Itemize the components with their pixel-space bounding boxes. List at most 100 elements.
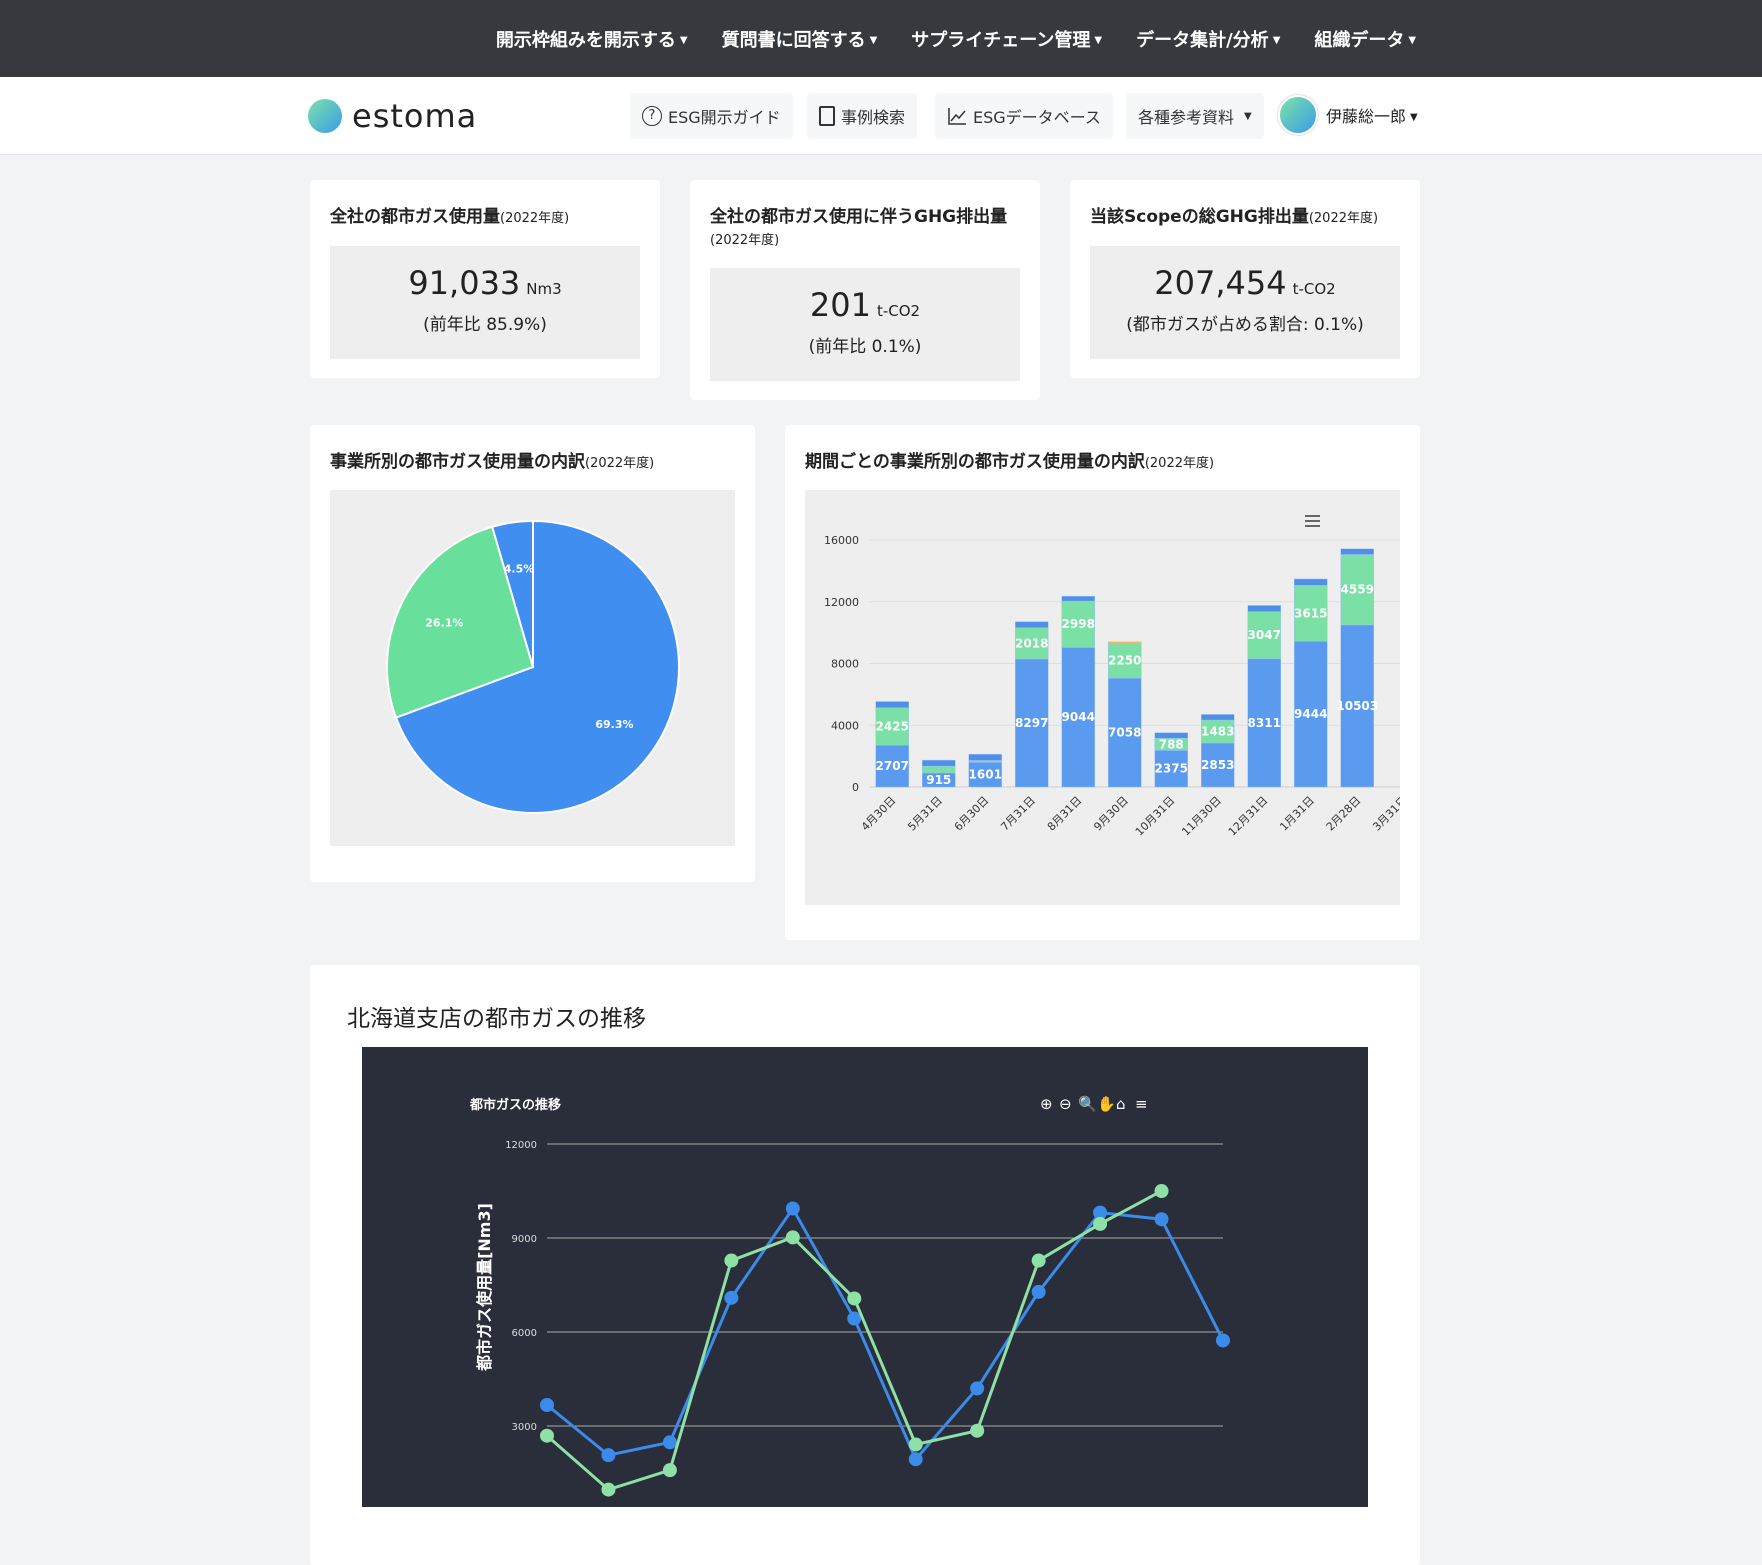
bar-segment	[1294, 585, 1328, 642]
kpi-card-scope-ghg: 当該Scopeの総GHG排出量(2022年度) 207,454 t-CO2 (都市ガ…	[1070, 180, 1420, 378]
avatar[interactable]	[1278, 95, 1318, 135]
zoom-in-icon[interactable]: ⊕	[1040, 1095, 1053, 1113]
bar-data-label: 9044	[1062, 710, 1095, 724]
data-point	[601, 1482, 616, 1497]
y-tick-label: 12000	[505, 1140, 537, 1151]
caret-down-icon: ▼	[1272, 35, 1281, 46]
caret-down-icon: ▼	[1408, 35, 1417, 46]
data-point	[1031, 1253, 1046, 1268]
bar-data-label: 4559	[1341, 583, 1374, 597]
data-point	[847, 1291, 862, 1306]
home-icon[interactable]: ⌂	[1116, 1095, 1126, 1113]
bar-data-label: 8311	[1248, 716, 1281, 730]
nav-organization-data[interactable]: 組織データ ▼	[1314, 29, 1417, 51]
reference-materials-dropdown[interactable]: 各種参考資料 ▼	[1126, 93, 1264, 139]
bar-segment	[922, 765, 956, 774]
bar-data-label: 915	[926, 773, 951, 787]
bar-segment	[1154, 750, 1188, 788]
y-tick-label: 3000	[512, 1422, 537, 1433]
x-tick-label: 4月30日	[859, 794, 899, 834]
bar-data-label: 10503	[1336, 699, 1378, 713]
line-chart-icon	[948, 108, 966, 125]
x-tick-label: 6月30日	[952, 794, 992, 834]
case-search-button[interactable]: 事例検索	[807, 93, 918, 139]
logo[interactable]: estoma	[308, 97, 477, 135]
pie-chart-card: 事業所別の都市ガス使用量の内訳(2022年度) 69.3% 26.1% 4.5%	[310, 425, 755, 882]
magnifier-icon[interactable]: 🔍	[1078, 1094, 1097, 1113]
pie-label: 4.5%	[504, 563, 535, 576]
nav-questionnaire[interactable]: 質問書に回答する ▼	[721, 29, 878, 51]
data-point	[1154, 1184, 1169, 1198]
card-title: 当該Scopeの総GHG排出量	[1090, 207, 1309, 227]
bar-segment	[1294, 578, 1328, 586]
bar-segment	[1247, 658, 1281, 788]
kpi-value-box: 201 t-CO2 (前年比 0.1%)	[710, 268, 1020, 381]
series-line	[546, 1205, 1225, 1462]
x-tick-label: 12月31日	[1226, 794, 1271, 839]
esg-guide-button[interactable]: ? ESG開示ガイド	[630, 93, 793, 139]
data-point	[1093, 1205, 1108, 1220]
bar-data-label: 1601	[969, 768, 1002, 782]
caret-down-icon: ▼	[869, 35, 878, 46]
bar-segment	[1061, 595, 1095, 602]
bar-data-label: 3047	[1248, 628, 1281, 642]
esg-database-button[interactable]: ESGデータベース	[935, 93, 1113, 139]
caret-down-icon: ▼	[679, 35, 688, 46]
bar-segment	[968, 760, 1002, 763]
x-tick-label: 2月28日	[1324, 794, 1364, 834]
y-tick-label: 0	[852, 781, 859, 794]
question-circle-icon: ?	[642, 106, 662, 126]
caret-down-icon: ▼	[1244, 110, 1252, 122]
y-tick-label: 4000	[831, 719, 859, 732]
book-icon	[819, 106, 835, 126]
y-tick-label: 6000	[512, 1328, 537, 1339]
bar-segment	[1340, 548, 1374, 555]
bar-segment	[1247, 605, 1281, 612]
data-point	[908, 1452, 923, 1467]
data-point	[662, 1463, 677, 1478]
bar-segment	[1015, 621, 1049, 629]
bar-chart-card: 期間ごとの事業所別の都市ガス使用量の内訳(2022年度) 0 4000 8000 12…	[785, 425, 1420, 940]
pie-label: 69.3%	[595, 718, 633, 731]
chart-menu-icon[interactable]	[1305, 515, 1320, 527]
kpi-value-box: 91,033 Nm3 (前年比 85.9%)	[330, 246, 640, 359]
y-tick-label: 16000	[824, 534, 859, 547]
pan-hand-icon[interactable]: ✋	[1097, 1095, 1116, 1113]
bar-data-label: 2998	[1062, 617, 1095, 631]
caret-down-icon: ▼	[1410, 112, 1418, 123]
data-point	[724, 1290, 739, 1305]
card-title: 期間ごとの事業所別の都市ガス使用量の内訳	[805, 452, 1145, 472]
zoom-out-icon[interactable]: ⊖	[1059, 1095, 1072, 1113]
card-title: 全社の都市ガス使用量	[330, 207, 500, 227]
bar-segment	[1061, 647, 1095, 788]
menu-icon-bar	[1305, 515, 1320, 517]
stacked-bar-chart: 0 4000 8000 12000 16000 2707 2425 4月30日 915 5月31日…	[824, 515, 1400, 839]
chart-title: 都市ガスの推移	[469, 1097, 561, 1113]
menu-icon[interactable]: ≡	[1135, 1095, 1148, 1113]
nav-supply-chain[interactable]: サプライチェーン管理 ▼	[911, 29, 1103, 51]
data-point	[1216, 1333, 1230, 1348]
bar-segment	[1154, 732, 1188, 739]
pie-slice	[394, 519, 680, 814]
bar-segment	[875, 701, 909, 709]
data-point	[1031, 1284, 1046, 1299]
bar-data-label: 2707	[876, 759, 909, 773]
bar-segment	[1201, 742, 1235, 788]
y-tick-label: 9000	[512, 1234, 537, 1245]
nav-data-analysis[interactable]: データ集計/分析 ▼	[1136, 29, 1281, 51]
user-menu[interactable]: 伊藤総一郎 ▼	[1326, 107, 1418, 126]
bar-data-label: 3615	[1294, 606, 1327, 620]
data-point	[1154, 1212, 1169, 1227]
pie-chart: 69.3% 26.1% 4.5%	[386, 519, 680, 814]
data-point	[540, 1398, 554, 1413]
bar-segment	[922, 759, 956, 767]
data-point	[601, 1448, 616, 1463]
nav-disclosure-framework[interactable]: 開示枠組みを開示する ▼	[495, 29, 688, 51]
data-point	[847, 1311, 862, 1326]
bar-data-label: 788	[1159, 737, 1184, 751]
pie-slice	[386, 525, 535, 719]
x-tick-label: 5月31日	[905, 794, 945, 834]
top-navigation: 開示枠組みを開示する ▼ 質問書に回答する ▼ サプライチェーン管理 ▼ データ集計/…	[0, 0, 1762, 77]
bar-data-label: 2018	[1015, 636, 1048, 650]
card-title: 事業所別の都市ガス使用量の内訳	[330, 452, 585, 472]
